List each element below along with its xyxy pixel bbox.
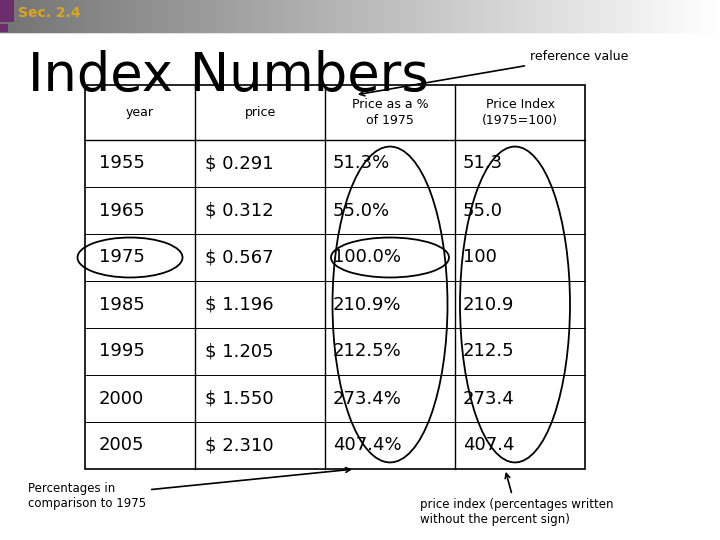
Text: 1985: 1985 bbox=[99, 295, 145, 314]
Text: Sec. 2.4: Sec. 2.4 bbox=[18, 6, 81, 20]
Text: Percentages in
comparison to 1975: Percentages in comparison to 1975 bbox=[28, 468, 351, 510]
Text: Price as a %: Price as a % bbox=[351, 98, 428, 111]
Text: $ 0.291: $ 0.291 bbox=[205, 154, 274, 172]
Text: 210.9%: 210.9% bbox=[333, 295, 402, 314]
Text: 55.0: 55.0 bbox=[463, 201, 503, 219]
Text: 51.3%: 51.3% bbox=[333, 154, 390, 172]
Text: $ 0.567: $ 0.567 bbox=[205, 248, 274, 267]
Text: 2005: 2005 bbox=[99, 436, 145, 455]
Text: price index (percentages written
without the percent sign): price index (percentages written without… bbox=[420, 474, 613, 526]
Text: Index Numbers: Index Numbers bbox=[28, 50, 429, 102]
Text: 51.3: 51.3 bbox=[463, 154, 503, 172]
Text: 1975: 1975 bbox=[99, 248, 145, 267]
Text: (1975=100): (1975=100) bbox=[482, 114, 558, 127]
Text: price: price bbox=[244, 106, 276, 119]
Text: $ 0.312: $ 0.312 bbox=[205, 201, 274, 219]
Text: 100.0%: 100.0% bbox=[333, 248, 401, 267]
Bar bbox=[85, 85, 585, 469]
Text: of 1975: of 1975 bbox=[366, 114, 414, 127]
Bar bbox=[0, 24, 8, 32]
Text: $ 1.205: $ 1.205 bbox=[205, 342, 274, 361]
Text: 210.9: 210.9 bbox=[463, 295, 514, 314]
Text: reference value: reference value bbox=[359, 50, 629, 96]
Text: 2000: 2000 bbox=[99, 389, 144, 408]
Text: 212.5%: 212.5% bbox=[333, 342, 402, 361]
Text: Price Index: Price Index bbox=[485, 98, 554, 111]
Text: 407.4: 407.4 bbox=[463, 436, 515, 455]
Text: $ 1.196: $ 1.196 bbox=[205, 295, 274, 314]
Text: 100: 100 bbox=[463, 248, 497, 267]
Text: 407.4%: 407.4% bbox=[333, 436, 402, 455]
Bar bbox=[0, 0, 14, 22]
Text: 1995: 1995 bbox=[99, 342, 145, 361]
Text: 273.4: 273.4 bbox=[463, 389, 515, 408]
Text: 273.4%: 273.4% bbox=[333, 389, 402, 408]
Text: 1965: 1965 bbox=[99, 201, 145, 219]
Text: 1955: 1955 bbox=[99, 154, 145, 172]
Text: 55.0%: 55.0% bbox=[333, 201, 390, 219]
Text: 212.5: 212.5 bbox=[463, 342, 515, 361]
Text: $ 2.310: $ 2.310 bbox=[205, 436, 274, 455]
Text: $ 1.550: $ 1.550 bbox=[205, 389, 274, 408]
Text: year: year bbox=[126, 106, 154, 119]
